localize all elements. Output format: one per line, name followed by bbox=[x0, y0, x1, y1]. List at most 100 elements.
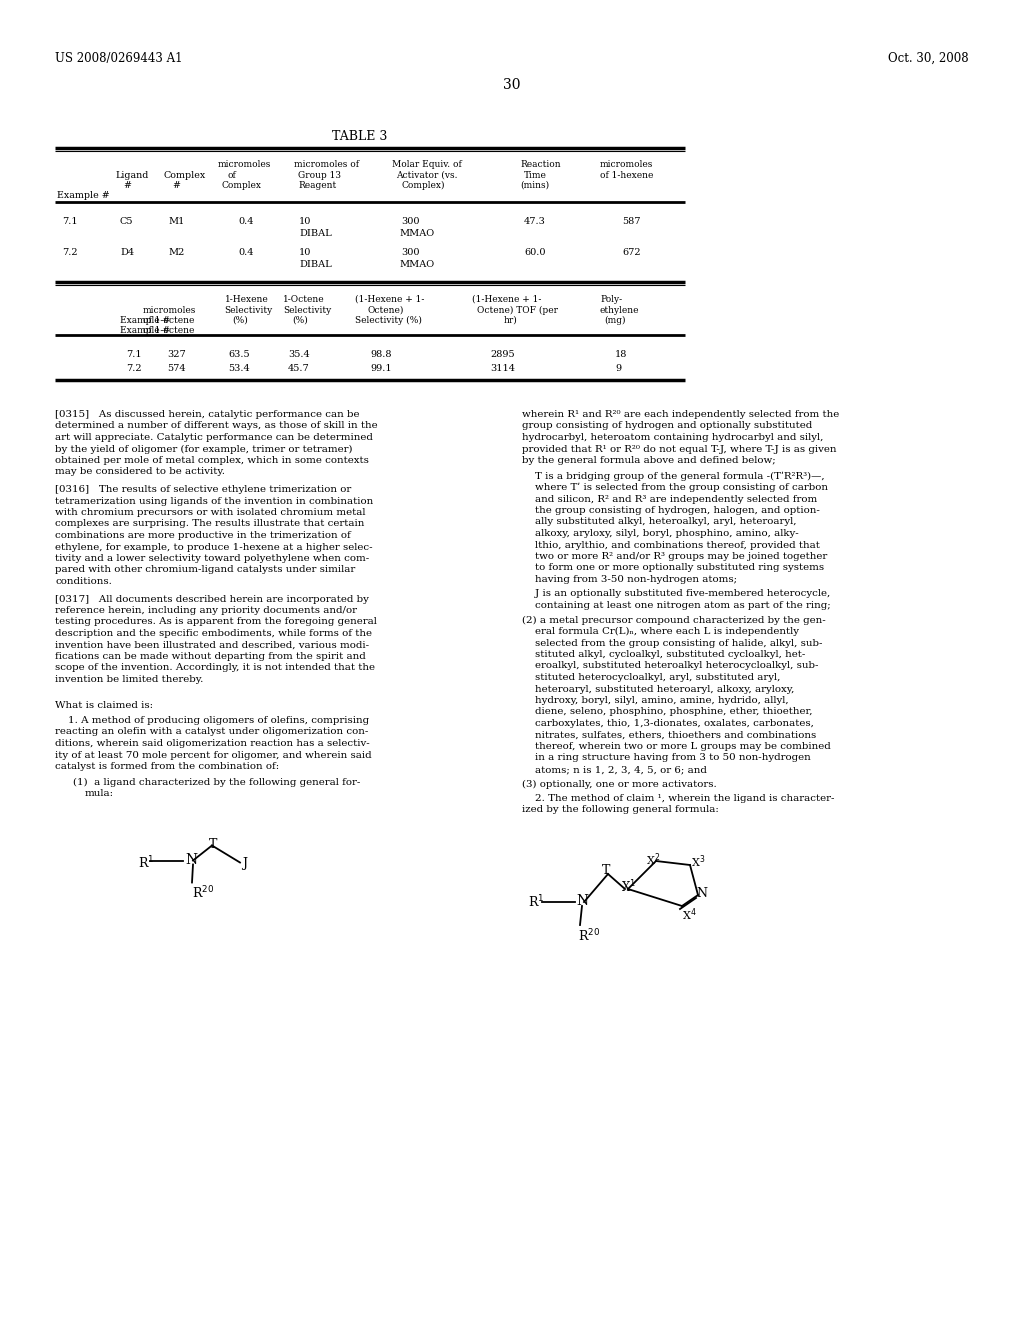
Text: obtained per mole of metal complex, which in some contexts: obtained per mole of metal complex, whic… bbox=[55, 455, 369, 465]
Text: 0.4: 0.4 bbox=[238, 248, 254, 257]
Text: Poly-: Poly- bbox=[600, 294, 623, 304]
Text: by the yield of oligomer (for example, trimer or tetramer): by the yield of oligomer (for example, t… bbox=[55, 445, 352, 454]
Text: Complex: Complex bbox=[163, 172, 205, 180]
Text: mula:: mula: bbox=[85, 789, 114, 799]
Text: invention be limited thereby.: invention be limited thereby. bbox=[55, 675, 204, 684]
Text: 63.5: 63.5 bbox=[228, 350, 250, 359]
Text: reference herein, including any priority documents and/or: reference herein, including any priority… bbox=[55, 606, 357, 615]
Text: two or more R² and/or R³ groups may be joined together: two or more R² and/or R³ groups may be j… bbox=[522, 552, 827, 561]
Text: alkoxy, aryloxy, silyl, boryl, phosphino, amino, alky-: alkoxy, aryloxy, silyl, boryl, phosphino… bbox=[522, 529, 799, 539]
Text: heteroaryl, substituted heteroaryl, alkoxy, aryloxy,: heteroaryl, substituted heteroaryl, alko… bbox=[522, 685, 795, 693]
Text: by the general formula above and defined below;: by the general formula above and defined… bbox=[522, 455, 776, 465]
Text: stituted heterocycloalkyl, aryl, substituted aryl,: stituted heterocycloalkyl, aryl, substit… bbox=[522, 673, 780, 682]
Text: determined a number of different ways, as those of skill in the: determined a number of different ways, a… bbox=[55, 421, 378, 430]
Text: Oct. 30, 2008: Oct. 30, 2008 bbox=[889, 51, 969, 65]
Text: (%): (%) bbox=[292, 315, 308, 325]
Text: and silicon, R² and R³ are independently selected from: and silicon, R² and R³ are independently… bbox=[522, 495, 817, 503]
Text: N: N bbox=[575, 894, 588, 908]
Text: with chromium precursors or with isolated chromium metal: with chromium precursors or with isolate… bbox=[55, 508, 366, 517]
Text: DIBAL: DIBAL bbox=[299, 260, 332, 269]
Text: 1-Hexene: 1-Hexene bbox=[225, 294, 268, 304]
Text: in a ring structure having from 3 to 50 non-hydrogen: in a ring structure having from 3 to 50 … bbox=[522, 754, 811, 763]
Text: ally substituted alkyl, heteroalkyl, aryl, heteroaryl,: ally substituted alkyl, heteroalkyl, ary… bbox=[522, 517, 797, 527]
Text: TABLE 3: TABLE 3 bbox=[333, 129, 388, 143]
Text: 0.4: 0.4 bbox=[238, 216, 254, 226]
Text: group consisting of hydrogen and optionally substituted: group consisting of hydrogen and optiona… bbox=[522, 421, 812, 430]
Text: (mg): (mg) bbox=[604, 315, 626, 325]
Text: (3) optionally, one or more activators.: (3) optionally, one or more activators. bbox=[522, 780, 717, 788]
Text: X$^4$: X$^4$ bbox=[682, 906, 696, 923]
Text: 672: 672 bbox=[622, 248, 641, 257]
Text: T: T bbox=[602, 865, 610, 876]
Text: MMAO: MMAO bbox=[399, 228, 434, 238]
Text: of 1-octene: of 1-octene bbox=[143, 326, 195, 335]
Text: ity of at least 70 mole percent for oligomer, and wherein said: ity of at least 70 mole percent for olig… bbox=[55, 751, 372, 759]
Text: #: # bbox=[123, 181, 131, 190]
Text: 7.1: 7.1 bbox=[62, 216, 78, 226]
Text: ditions, wherein said oligomerization reaction has a selectiv-: ditions, wherein said oligomerization re… bbox=[55, 739, 370, 748]
Text: R$^1$: R$^1$ bbox=[528, 894, 545, 911]
Text: M2: M2 bbox=[168, 248, 184, 257]
Text: N: N bbox=[185, 853, 198, 866]
Text: art will appreciate. Catalytic performance can be determined: art will appreciate. Catalytic performan… bbox=[55, 433, 373, 442]
Text: of 1-octene: of 1-octene bbox=[143, 315, 195, 325]
Text: X$^1$: X$^1$ bbox=[621, 879, 636, 895]
Text: of 1-hexene: of 1-hexene bbox=[600, 172, 653, 180]
Text: T is a bridging group of the general formula -(TʹR²R³)—,: T is a bridging group of the general for… bbox=[522, 471, 824, 480]
Text: ethylene: ethylene bbox=[599, 306, 639, 315]
Text: 18: 18 bbox=[615, 350, 628, 359]
Text: N: N bbox=[696, 887, 707, 900]
Text: 587: 587 bbox=[622, 216, 640, 226]
Text: hydrocarbyl, heteroatom containing hydrocarbyl and silyl,: hydrocarbyl, heteroatom containing hydro… bbox=[522, 433, 823, 442]
Text: description and the specific embodiments, while forms of the: description and the specific embodiments… bbox=[55, 630, 372, 638]
Text: 2895: 2895 bbox=[490, 350, 515, 359]
Text: catalyst is formed from the combination of:: catalyst is formed from the combination … bbox=[55, 762, 280, 771]
Text: fications can be made without departing from the spirit and: fications can be made without departing … bbox=[55, 652, 366, 661]
Text: X$^2$: X$^2$ bbox=[646, 851, 660, 867]
Text: to form one or more optionally substituted ring systems: to form one or more optionally substitut… bbox=[522, 564, 824, 573]
Text: atoms; n is 1, 2, 3, 4, 5, or 6; and: atoms; n is 1, 2, 3, 4, 5, or 6; and bbox=[522, 766, 707, 774]
Text: hydroxy, boryl, silyl, amino, amine, hydrido, allyl,: hydroxy, boryl, silyl, amino, amine, hyd… bbox=[522, 696, 788, 705]
Text: Reagent: Reagent bbox=[298, 181, 336, 190]
Text: wherein R¹ and R²⁰ are each independently selected from the: wherein R¹ and R²⁰ are each independentl… bbox=[522, 411, 840, 418]
Text: eroalkyl, substituted heteroalkyl heterocycloalkyl, sub-: eroalkyl, substituted heteroalkyl hetero… bbox=[522, 661, 818, 671]
Text: 1-Octene: 1-Octene bbox=[283, 294, 325, 304]
Text: 1. A method of producing oligomers of olefins, comprising: 1. A method of producing oligomers of ol… bbox=[55, 715, 369, 725]
Text: Complex): Complex) bbox=[402, 181, 445, 190]
Text: the group consisting of hydrogen, halogen, and option-: the group consisting of hydrogen, haloge… bbox=[522, 506, 820, 515]
Text: 45.7: 45.7 bbox=[288, 364, 309, 374]
Text: What is claimed is:: What is claimed is: bbox=[55, 701, 154, 710]
Text: Time: Time bbox=[524, 172, 547, 180]
Text: 60.0: 60.0 bbox=[524, 248, 546, 257]
Text: micromoles: micromoles bbox=[143, 306, 197, 315]
Text: Complex: Complex bbox=[222, 181, 262, 190]
Text: 300: 300 bbox=[401, 248, 420, 257]
Text: 2. The method of claim ¹, wherein the ligand is character-: 2. The method of claim ¹, wherein the li… bbox=[522, 795, 835, 803]
Text: Selectivity: Selectivity bbox=[224, 306, 272, 315]
Text: Example #: Example # bbox=[120, 315, 170, 325]
Text: 327: 327 bbox=[167, 350, 185, 359]
Text: containing at least one nitrogen atom as part of the ring;: containing at least one nitrogen atom as… bbox=[522, 601, 830, 610]
Text: R$^{20}$: R$^{20}$ bbox=[578, 928, 600, 945]
Text: 7.2: 7.2 bbox=[62, 248, 78, 257]
Text: 10: 10 bbox=[299, 216, 311, 226]
Text: 7.1: 7.1 bbox=[126, 350, 141, 359]
Text: reacting an olefin with a catalyst under oligomerization con-: reacting an olefin with a catalyst under… bbox=[55, 727, 369, 737]
Text: stituted alkyl, cycloalkyl, substituted cycloalkyl, het-: stituted alkyl, cycloalkyl, substituted … bbox=[522, 649, 805, 659]
Text: micromoles of: micromoles of bbox=[294, 160, 359, 169]
Text: 98.8: 98.8 bbox=[370, 350, 391, 359]
Text: Group 13: Group 13 bbox=[298, 172, 341, 180]
Text: 35.4: 35.4 bbox=[288, 350, 309, 359]
Text: invention have been illustrated and described, various modi-: invention have been illustrated and desc… bbox=[55, 640, 369, 649]
Text: 9: 9 bbox=[615, 364, 622, 374]
Text: T: T bbox=[209, 837, 217, 850]
Text: where Tʹ is selected from the group consisting of carbon: where Tʹ is selected from the group cons… bbox=[522, 483, 828, 492]
Text: diene, seleno, phosphino, phosphine, ether, thioether,: diene, seleno, phosphino, phosphine, eth… bbox=[522, 708, 812, 717]
Text: Ligand: Ligand bbox=[116, 172, 150, 180]
Text: having from 3-50 non-hydrogen atoms;: having from 3-50 non-hydrogen atoms; bbox=[522, 576, 737, 583]
Text: US 2008/0269443 A1: US 2008/0269443 A1 bbox=[55, 51, 182, 65]
Text: micromoles: micromoles bbox=[600, 160, 653, 169]
Text: provided that R¹ or R²⁰ do not equal T-J, where T-J is as given: provided that R¹ or R²⁰ do not equal T-J… bbox=[522, 445, 837, 454]
Text: (1-Hexene + 1-: (1-Hexene + 1- bbox=[472, 294, 542, 304]
Text: carboxylates, thio, 1,3-dionates, oxalates, carbonates,: carboxylates, thio, 1,3-dionates, oxalat… bbox=[522, 719, 814, 729]
